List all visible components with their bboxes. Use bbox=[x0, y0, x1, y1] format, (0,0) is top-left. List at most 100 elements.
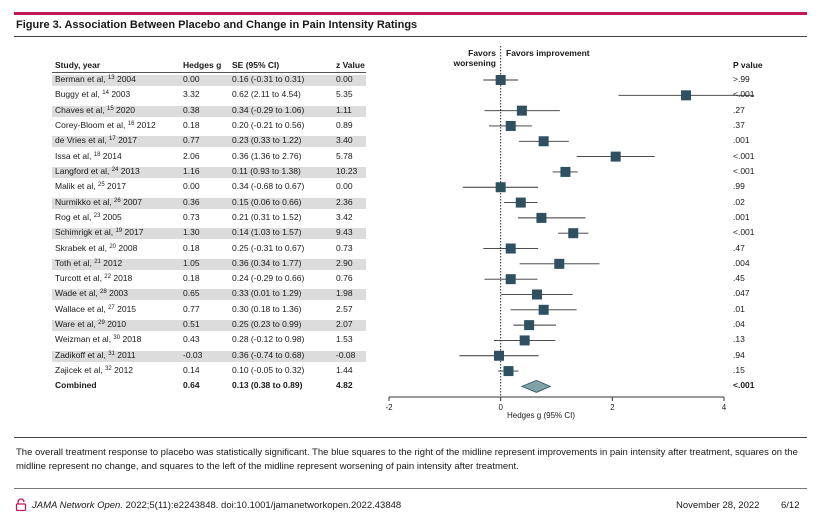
hedges-g-value: 0.18 bbox=[183, 119, 200, 130]
x-tick-label: 4 bbox=[722, 403, 727, 412]
study-effect-square bbox=[505, 120, 516, 131]
row-stripe bbox=[52, 258, 366, 270]
se-ci-value: 0.28 (-0.12 to 0.98) bbox=[232, 334, 305, 345]
se-ci-value: 0.33 (0.01 to 1.29) bbox=[232, 288, 302, 299]
p-value: <.001 bbox=[733, 89, 755, 100]
study-year: 2013 bbox=[118, 165, 140, 176]
study-reference: 26 bbox=[114, 197, 121, 204]
footer-date: November 28, 2022 bbox=[676, 500, 760, 511]
p-value: <.001 bbox=[733, 227, 755, 238]
header-hedges-g: Hedges g bbox=[183, 60, 222, 70]
se-ci-value: 0.14 (1.03 to 1.57) bbox=[232, 227, 302, 238]
header-z-value: z Value bbox=[336, 60, 365, 70]
se-ci-value: 0.62 (2.11 to 4.54) bbox=[232, 89, 301, 100]
study-author: Zadikoff et al, bbox=[55, 349, 109, 360]
study-effect-square bbox=[681, 90, 692, 101]
z-value: 3.40 bbox=[336, 135, 353, 146]
p-value: .047 bbox=[733, 288, 750, 299]
study-year: 2012 bbox=[134, 119, 156, 130]
p-value: .13 bbox=[733, 334, 745, 345]
study-effect-square bbox=[538, 136, 549, 147]
se-ci-value: 0.36 (-0.74 to 0.68) bbox=[232, 349, 305, 360]
hedges-g-value: 0.43 bbox=[183, 334, 200, 345]
hedges-g-value: 0.18 bbox=[183, 242, 200, 253]
row-stripe bbox=[52, 105, 366, 117]
p-value: <.001 bbox=[733, 150, 755, 161]
study-reference: 27 bbox=[108, 304, 115, 311]
study-effect-square bbox=[505, 243, 516, 254]
combined-p-value: <.001 bbox=[733, 380, 755, 391]
study-author: Zajicek et al, bbox=[55, 365, 106, 376]
study-author: Buggy et al, bbox=[55, 89, 103, 100]
study-year: 2018 bbox=[120, 334, 142, 345]
se-ci-value: 0.36 (0.34 to 1.77) bbox=[232, 257, 302, 268]
study-reference: 31 bbox=[108, 350, 115, 357]
row-stripe bbox=[52, 320, 366, 332]
study-effect-square bbox=[554, 258, 565, 269]
study-name: Chaves et al, 15 2020 bbox=[55, 105, 135, 116]
x-tick-label: 2 bbox=[610, 403, 615, 412]
study-year: 2017 bbox=[115, 135, 137, 146]
hedges-g-value: 0.65 bbox=[183, 288, 200, 299]
study-name: Schimrigk et al, 19 2017 bbox=[55, 227, 143, 238]
citation-text: 2022;5(11):e2243848. doi:10.1001/jamanet… bbox=[125, 500, 402, 511]
study-year: 2012 bbox=[100, 257, 123, 268]
x-axis-title: Hedges g (95% CI) bbox=[506, 411, 576, 420]
study-year: 2017 bbox=[104, 181, 126, 192]
z-value: 1.44 bbox=[336, 365, 353, 376]
journal-name: JAMA Network Open. bbox=[32, 500, 123, 511]
header-se: SE (95% CI) bbox=[232, 60, 280, 70]
study-year: 2003 bbox=[106, 288, 129, 299]
footer-citation: JAMA Network Open. 2022;5(11):e2243848. … bbox=[32, 500, 401, 511]
hedges-g-value: 1.05 bbox=[183, 257, 200, 268]
study-name: Nurmikko et al, 26 2007 bbox=[55, 197, 142, 208]
study-author: Corey-Bloom et al, bbox=[55, 119, 128, 130]
se-ci-value: 0.36 (1.36 to 2.76) bbox=[232, 150, 302, 161]
study-effect-square bbox=[503, 366, 514, 377]
z-value: 2.07 bbox=[336, 319, 353, 330]
study-effect-square bbox=[560, 166, 571, 177]
p-value: .27 bbox=[733, 104, 745, 115]
p-value: .15 bbox=[733, 365, 745, 376]
hedges-g-value: 0.73 bbox=[183, 211, 200, 222]
study-name: Zajicek et al, 32 2012 bbox=[55, 365, 133, 376]
study-name: Buggy et al, 14 2003 bbox=[55, 89, 130, 100]
footer-rule bbox=[14, 488, 807, 489]
study-name: Berman et al, 13 2004 bbox=[55, 74, 136, 85]
row-stripe bbox=[52, 228, 366, 240]
p-value: .004 bbox=[733, 257, 750, 268]
p-value: .001 bbox=[733, 135, 750, 146]
hedges-g-value: 0.00 bbox=[183, 181, 200, 192]
hedges-g-value: 0.51 bbox=[183, 319, 200, 330]
study-reference: 23 bbox=[93, 212, 101, 219]
study-year: 2008 bbox=[116, 242, 138, 253]
open-access-icon bbox=[15, 498, 27, 511]
study-reference: 28 bbox=[100, 289, 107, 296]
study-reference: 14 bbox=[102, 90, 109, 97]
p-value: .99 bbox=[733, 181, 745, 192]
study-effect-square bbox=[531, 289, 542, 300]
hedges-g-value: 0.00 bbox=[183, 74, 200, 84]
hedges-g-value: 3.32 bbox=[183, 89, 200, 100]
study-year: 2004 bbox=[114, 74, 136, 84]
hedges-g-value: 0.36 bbox=[183, 196, 200, 207]
combined-label: Combined bbox=[55, 380, 97, 391]
z-value: 10.23 bbox=[336, 165, 358, 176]
study-year: 2005 bbox=[100, 211, 122, 222]
hedges-g-value: 0.38 bbox=[183, 104, 200, 115]
se-ci-value: 0.15 (0.06 to 0.66) bbox=[232, 196, 302, 207]
study-author: Rog et al, bbox=[55, 211, 94, 222]
p-value: .47 bbox=[733, 242, 745, 253]
study-author: Issa et al, bbox=[55, 150, 94, 161]
study-effect-square bbox=[519, 335, 530, 346]
z-value: 2.90 bbox=[336, 257, 353, 268]
study-author: Malik et al, bbox=[55, 181, 98, 192]
study-reference: 21 bbox=[94, 258, 101, 265]
study-author: Wallace et al, bbox=[55, 303, 109, 314]
combined-se-ci: 0.13 (0.38 to 0.89) bbox=[232, 380, 303, 391]
study-reference: 30 bbox=[113, 335, 121, 342]
p-value: >.99 bbox=[733, 74, 750, 84]
study-year: 2011 bbox=[114, 349, 136, 360]
se-ci-value: 0.23 (0.33 to 1.22) bbox=[232, 135, 302, 146]
